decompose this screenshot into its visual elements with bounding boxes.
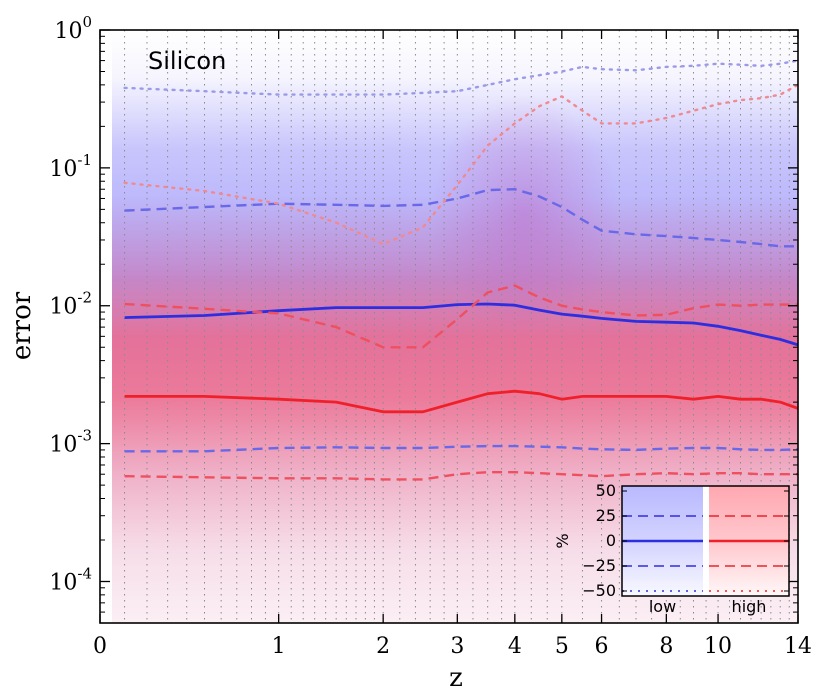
- x-tick-label-4: 4: [508, 634, 522, 659]
- series-high-5: [124, 284, 798, 349]
- series-low-3: [123, 59, 798, 96]
- y-axis-title: error: [7, 291, 37, 360]
- y-tick-label-2: 10-2: [49, 289, 92, 320]
- x-tick-label-0: 0: [93, 634, 107, 659]
- y-tick-label-0: 100: [54, 13, 92, 44]
- y-tick-label-4: 10-4: [49, 564, 92, 595]
- y-tick-label-1: 10-1: [49, 151, 92, 182]
- series-lines: [123, 59, 798, 481]
- x-tick-label-5: 5: [555, 634, 569, 659]
- x-tick-label-1: 1: [272, 634, 286, 659]
- series-high-7: [123, 83, 798, 246]
- series-high-4: [124, 389, 798, 414]
- material-annotation: Silicon: [148, 47, 226, 75]
- series-low-0: [124, 302, 798, 347]
- x-tick-label-7: 8: [659, 634, 673, 659]
- axis-ticks: 0 1 2 3 4 5 6 8 10 14 100 10-1 10-2 10-3 10-4: [49, 13, 812, 659]
- plot-frame: [99, 29, 799, 624]
- inset-y-tick-label-1: 25: [596, 506, 616, 525]
- x-axis-title: z: [449, 663, 463, 692]
- inset-y-axis-title: %: [553, 533, 572, 548]
- inset-y-tick-label-3: −25: [582, 556, 616, 575]
- inset-y-tick-label-0: 50: [596, 481, 616, 500]
- inset-percent-panel: low high 50 25 0 −25 −50 %: [553, 481, 790, 616]
- series-low-1: [124, 187, 798, 248]
- x-tick-label-2: 2: [376, 634, 390, 659]
- inset-y-tick-label-4: −50: [582, 581, 616, 600]
- inset-panel-label-low: low: [649, 597, 676, 616]
- x-tick-label-6: 6: [595, 634, 609, 659]
- series-low-2: [124, 444, 798, 453]
- inset-y-tick-label-2: 0: [606, 531, 616, 550]
- density-background: [112, 30, 798, 623]
- x-tick-label-9: 14: [784, 634, 812, 659]
- series-high-6: [124, 471, 798, 481]
- x-tick-label-8: 10: [704, 634, 732, 659]
- y-tick-label-3: 10-3: [49, 427, 92, 458]
- x-tick-label-3: 3: [450, 634, 464, 659]
- inset-panel-label-high: high: [732, 597, 767, 616]
